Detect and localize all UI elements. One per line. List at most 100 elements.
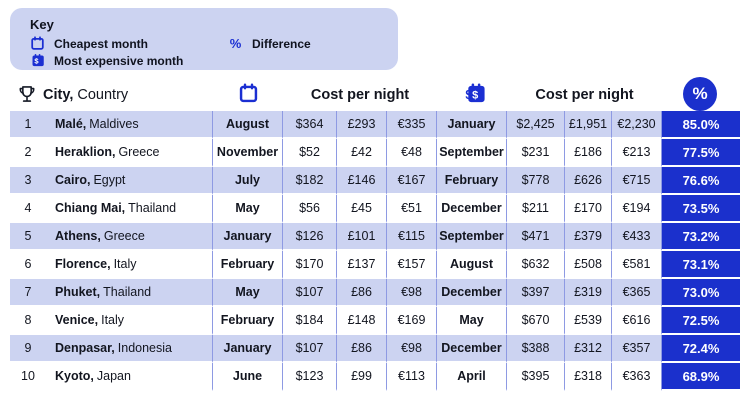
- expensive-month-cell: May: [437, 307, 507, 335]
- city-cell: Phuket, Thailand: [46, 279, 213, 307]
- table-row: 6 Florence, Italy February $170 £137 €157…: [10, 251, 740, 279]
- key-title: Key: [30, 17, 54, 32]
- expensive-usd-cell: $388: [507, 335, 565, 363]
- rank-cell: 7: [10, 279, 46, 307]
- cheapest-usd-cell: $107: [283, 335, 337, 363]
- country-name: Thailand: [128, 201, 177, 215]
- expensive-usd-cell: $231: [507, 139, 565, 167]
- key-expensive-label: Most expensive month: [54, 53, 184, 68]
- country-name: Japan: [96, 369, 131, 383]
- expensive-gbp-cell: £539: [565, 307, 612, 335]
- cheapest-month-cell: July: [213, 167, 283, 195]
- expensive-gbp-cell: £319: [565, 279, 612, 307]
- cheapest-usd-cell: $170: [283, 251, 337, 279]
- cheapest-gbp-cell: £99: [337, 363, 387, 391]
- country-name: Thailand: [103, 285, 152, 299]
- expensive-usd-cell: $397: [507, 279, 565, 307]
- cheapest-usd-cell: $123: [283, 363, 337, 391]
- cheapest-eur-cell: €169: [387, 307, 437, 335]
- column-header-expensive-cost: Cost per night: [535, 87, 634, 103]
- city-cell: Athens, Greece: [46, 223, 213, 251]
- cheapest-month-cell: June: [213, 363, 283, 391]
- cheapest-gbp-cell: £45: [337, 195, 387, 223]
- rank-cell: 4: [10, 195, 46, 223]
- calendar-icon: [238, 83, 259, 104]
- cheapest-month-cell: January: [213, 335, 283, 363]
- svg-text:$: $: [465, 88, 472, 102]
- city-name: Phuket,: [55, 285, 101, 299]
- country-name: Indonesia: [117, 341, 172, 355]
- cheapest-eur-cell: €98: [387, 279, 437, 307]
- expensive-gbp-cell: £318: [565, 363, 612, 391]
- rank-cell: 9: [10, 335, 46, 363]
- city-cell: Chiang Mai, Thailand: [46, 195, 213, 223]
- cheapest-eur-cell: €335: [387, 111, 437, 139]
- city-name: Florence,: [55, 257, 111, 271]
- cheapest-usd-cell: $364: [283, 111, 337, 139]
- expensive-month-cell: December: [437, 279, 507, 307]
- city-cell: Venice, Italy: [46, 307, 213, 335]
- cheapest-eur-cell: €113: [387, 363, 437, 391]
- table-row: 9 Denpasar, Indonesia January $107 £86 €9…: [10, 335, 740, 363]
- rank-cell: 3: [10, 167, 46, 195]
- cheapest-month-cell: May: [213, 279, 283, 307]
- expensive-eur-cell: €357: [612, 335, 662, 363]
- key-item-most-expensive-month: $ Most expensive month: [30, 53, 183, 68]
- percent-icon: %: [229, 36, 242, 51]
- country-name: Egypt: [93, 173, 126, 187]
- rank-cell: 5: [10, 223, 46, 251]
- calendar-icon: [30, 36, 45, 51]
- city-name: Denpasar,: [55, 341, 115, 355]
- expensive-usd-cell: $395: [507, 363, 565, 391]
- column-header-city-country: City, Country: [43, 87, 129, 103]
- country-name: Italy: [113, 257, 137, 271]
- cheapest-eur-cell: €98: [387, 335, 437, 363]
- expensive-eur-cell: €715: [612, 167, 662, 195]
- difference-cell: 85.0%: [662, 111, 740, 139]
- expensive-usd-cell: $670: [507, 307, 565, 335]
- difference-cell: 77.5%: [662, 139, 740, 167]
- table-row: 5 Athens, Greece January $126 £101 €115 S…: [10, 223, 740, 251]
- cheapest-gbp-cell: £146: [337, 167, 387, 195]
- city-cell: Kyoto, Japan: [46, 363, 213, 391]
- cheapest-usd-cell: $107: [283, 279, 337, 307]
- expensive-eur-cell: €616: [612, 307, 662, 335]
- expensive-gbp-cell: £170: [565, 195, 612, 223]
- expensive-eur-cell: €581: [612, 251, 662, 279]
- cheapest-usd-cell: $182: [283, 167, 337, 195]
- city-name: Heraklion,: [55, 145, 116, 159]
- expensive-month-cell: September: [437, 223, 507, 251]
- key-item-difference: % Difference: [228, 36, 311, 51]
- table-body: 1 Malé, Maldives August $364 £293 €335 Ja…: [10, 111, 740, 391]
- city-name: Venice,: [55, 313, 99, 327]
- cheapest-eur-cell: €51: [387, 195, 437, 223]
- expensive-eur-cell: €365: [612, 279, 662, 307]
- expensive-month-cell: December: [437, 335, 507, 363]
- table-row: 8 Venice, Italy February $184 £148 €169 M…: [10, 307, 740, 335]
- expensive-usd-cell: $471: [507, 223, 565, 251]
- expensive-eur-cell: €213: [612, 139, 662, 167]
- city-cell: Malé, Maldives: [46, 111, 213, 139]
- table-row: 10 Kyoto, Japan June $123 £99 €113 April …: [10, 363, 740, 391]
- expensive-usd-cell: $632: [507, 251, 565, 279]
- cheapest-eur-cell: €115: [387, 223, 437, 251]
- key-difference-label: Difference: [252, 36, 311, 51]
- difference-cell: 76.6%: [662, 167, 740, 195]
- city-name: Malé,: [55, 117, 87, 131]
- table-row: 4 Chiang Mai, Thailand May $56 £45 €51 De…: [10, 195, 740, 223]
- svg-text:$: $: [472, 89, 478, 101]
- expensive-usd-cell: $778: [507, 167, 565, 195]
- rank-cell: 6: [10, 251, 46, 279]
- difference-cell: 73.0%: [662, 279, 740, 307]
- rank-cell: 8: [10, 307, 46, 335]
- cheapest-usd-cell: $126: [283, 223, 337, 251]
- city-cell: Cairo, Egypt: [46, 167, 213, 195]
- expensive-month-cell: August: [437, 251, 507, 279]
- difference-cell: 73.1%: [662, 251, 740, 279]
- money-calendar-icon: $: [30, 53, 45, 68]
- key-cheapest-label: Cheapest month: [54, 36, 149, 51]
- key-panel: Key Cheapest month $ Most expensive mont…: [10, 8, 398, 70]
- difference-cell: 72.5%: [662, 307, 740, 335]
- expensive-month-cell: September: [437, 139, 507, 167]
- cheapest-month-cell: January: [213, 223, 283, 251]
